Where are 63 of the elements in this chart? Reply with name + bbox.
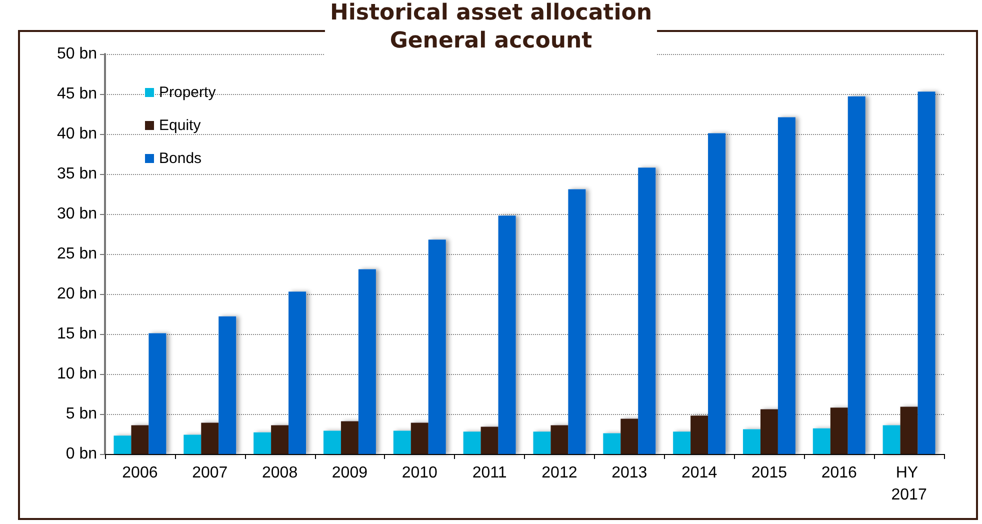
legend-label: Equity: [159, 117, 202, 134]
x-tick-label: 2008: [262, 464, 298, 482]
y-tick-label: 15 bn: [56, 326, 97, 342]
bar: [830, 408, 848, 454]
bar: [848, 96, 866, 454]
x-tick-label: 2006: [122, 464, 158, 482]
bar: [568, 189, 586, 454]
x-tick-label: 2007: [192, 464, 228, 482]
x-tick-label: 2013: [612, 464, 648, 482]
bar: [638, 168, 656, 454]
x-tick-label: 2010: [402, 464, 438, 482]
x-tick-label: 2014: [681, 464, 718, 482]
y-tick-label: 30 bn: [56, 206, 97, 222]
bar: [340, 421, 358, 454]
x-tick-label: 2012: [542, 464, 578, 482]
bar: [358, 269, 376, 454]
bar: [673, 432, 691, 454]
bar: [131, 425, 149, 454]
y-tick-label: 35 bn: [56, 166, 97, 182]
bar: [498, 216, 516, 454]
bar: [708, 133, 726, 454]
bar: [690, 416, 708, 454]
x-tick-label: 2009: [332, 464, 368, 482]
x-tick-label: 2011: [472, 464, 507, 482]
bar: [550, 425, 568, 454]
bar: [812, 428, 830, 454]
y-tick-label: 45 bn: [56, 86, 97, 102]
y-tick-label: 5 bn: [66, 406, 97, 422]
bar: [882, 425, 900, 454]
bar: [393, 430, 411, 454]
x-tick-label: 2016: [821, 464, 858, 482]
bar: [428, 240, 446, 454]
bar: [114, 436, 132, 454]
bar: [603, 433, 621, 454]
bar: [900, 406, 918, 454]
legend-label: Bonds: [159, 150, 202, 167]
bar: [288, 292, 306, 454]
y-tick-label: 10 bn: [56, 366, 97, 382]
bar: [480, 426, 498, 454]
bar: [218, 316, 236, 454]
bar: [184, 434, 202, 454]
bar: [148, 333, 166, 454]
bar: [620, 418, 638, 454]
y-tick-label: 25 bn: [56, 246, 97, 262]
bar: [323, 430, 341, 454]
bar: [463, 432, 481, 454]
bar: [271, 425, 289, 454]
bar: [760, 409, 778, 454]
y-tick-label: 0 bn: [66, 446, 97, 462]
y-tick-label: 20 bn: [56, 286, 97, 302]
bar: [201, 422, 219, 454]
bar: [918, 92, 936, 454]
x-tick-label: 2015: [751, 464, 788, 482]
chart-title: Historical asset allocation General account: [330, 0, 652, 54]
legend-label: Property: [159, 84, 216, 101]
y-tick-label: 50 bn: [56, 46, 97, 62]
bar: [533, 432, 551, 454]
bar: [410, 422, 428, 454]
bar: [742, 429, 760, 454]
x-tick-label: HY 2017: [891, 464, 927, 504]
y-tick-label: 40 bn: [56, 126, 97, 142]
bar: [778, 117, 796, 454]
bar: [254, 432, 272, 454]
